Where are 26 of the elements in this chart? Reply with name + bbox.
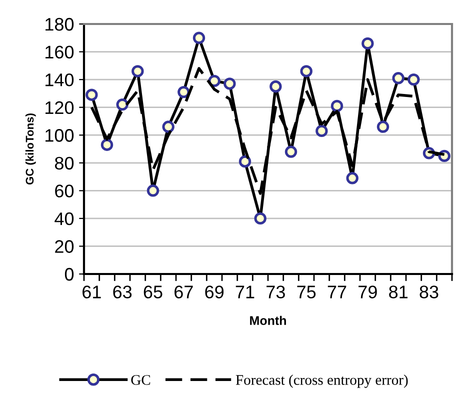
y-tick-label: 160 (46, 46, 74, 58)
x-tick-label: 67 (174, 286, 193, 298)
y-tick-label: 60 (55, 184, 74, 198)
x-tick-label: 79 (358, 286, 377, 298)
x-tick-label: 61 (82, 286, 101, 298)
y-tick-label: 80 (54, 156, 74, 170)
y-tick-label: 100 (46, 129, 74, 142)
y-tick-label: 40 (54, 212, 74, 226)
x-tick-label: 75 (297, 286, 316, 298)
y-tick-label: 140 (46, 73, 74, 86)
y-tick-label: 180 (46, 18, 74, 31)
x-axis-title: Month (250, 316, 286, 326)
y-tick-label: 120 (46, 101, 74, 114)
y-tick-label: 0 (64, 268, 74, 281)
x-tick-label: 69 (205, 286, 224, 298)
x-tick-label: 83 (420, 286, 438, 298)
x-tick-label: 63 (113, 286, 132, 298)
x-tick-label: 65 (144, 286, 162, 298)
legend-label: Forecast (cross entropy error) (236, 374, 408, 388)
legend-label: GC (131, 375, 150, 385)
x-tick-label: 71 (236, 286, 254, 298)
y-tick-label: 20 (55, 240, 74, 253)
x-tick-label: 77 (328, 286, 346, 298)
x-tick-label: 81 (389, 286, 408, 298)
y-axis-title: GC (kiloTons) (25, 114, 36, 185)
x-tick-label: 73 (266, 286, 285, 298)
